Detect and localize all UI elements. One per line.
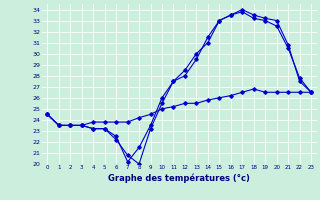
X-axis label: Graphe des températures (°c): Graphe des températures (°c) xyxy=(108,173,250,183)
